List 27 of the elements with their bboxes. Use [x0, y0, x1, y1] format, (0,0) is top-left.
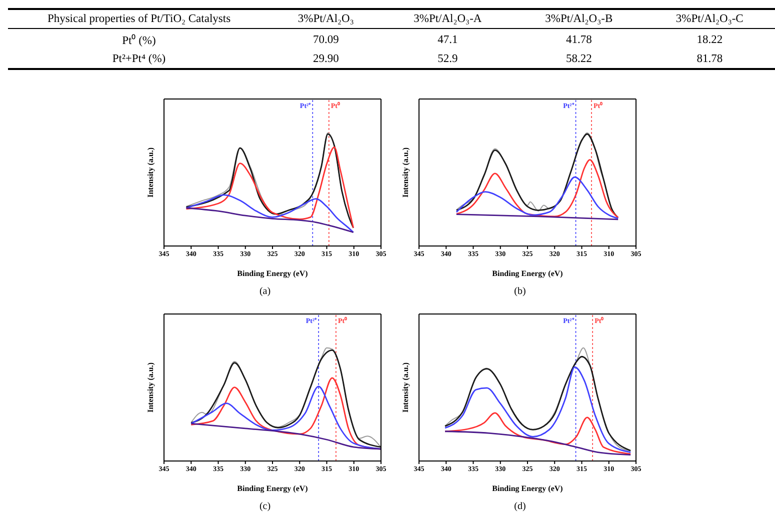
- category-label: 3%Pt/Al₂O₃-B: [544, 12, 614, 27]
- category-label: 3%Pt/Al₂O₃-C: [674, 12, 744, 27]
- data-label: 58.22: [564, 52, 593, 67]
- text: (c): [258, 501, 272, 512]
- y-axis-title: Intensity (a.u.): [400, 362, 410, 413]
- data-label: 70.09: [312, 32, 340, 48]
- text: Pt²+Pt⁴ (%): [111, 52, 167, 67]
- data-label: 47.1: [436, 32, 459, 48]
- category-label: 3%Pt/Al₂O₃: [296, 12, 355, 27]
- text: Pt⁰ (%): [121, 33, 157, 49]
- x-axis-title: Binding Energy (eV): [237, 269, 308, 278]
- text: (a): [258, 286, 272, 297]
- data-label: 18.22: [696, 32, 724, 48]
- x-axis-title: Binding Energy (eV): [492, 269, 564, 278]
- category-label: 3%Pt/Al₂O₃-A: [412, 12, 483, 27]
- text: Physical properties of Pt/TiO₂ Catalysts: [46, 12, 232, 27]
- y-axis-title: Intensity (a.u.): [146, 147, 155, 198]
- data-label: 41.78: [564, 32, 593, 48]
- data-label: 81.78: [696, 52, 724, 67]
- y-axis-title: Intensity (a.u.): [146, 362, 155, 413]
- text: (b): [513, 286, 527, 297]
- data-label: 29.90: [312, 52, 340, 67]
- x-axis-title: Binding Energy (eV): [237, 484, 308, 493]
- data-label: 52.9: [436, 52, 459, 67]
- y-axis-title: Intensity (a.u.): [400, 147, 410, 198]
- text: (d): [513, 501, 527, 512]
- x-axis-title: Binding Energy (eV): [492, 484, 564, 493]
